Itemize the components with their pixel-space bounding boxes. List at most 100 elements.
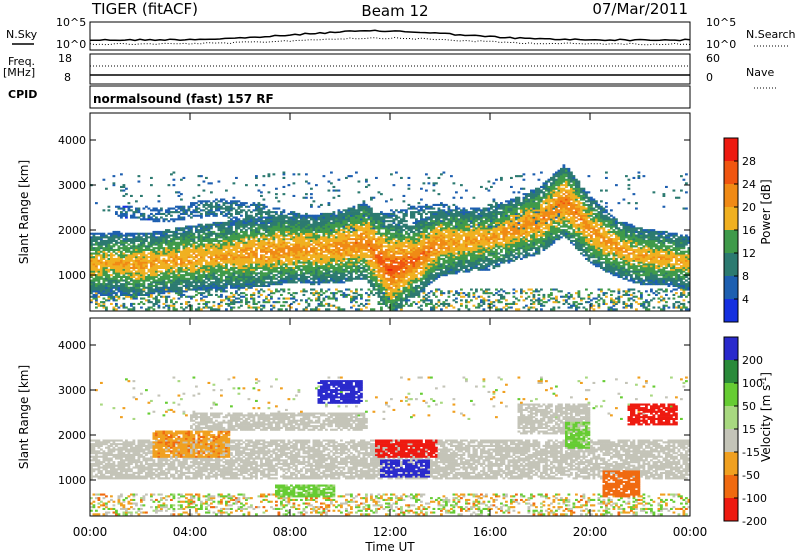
power-cell xyxy=(340,263,343,266)
power-cell xyxy=(302,247,306,250)
power-cell xyxy=(250,203,253,206)
power-cell xyxy=(232,252,236,255)
power-cell xyxy=(190,266,193,269)
power-cell xyxy=(312,252,316,255)
power-cell xyxy=(367,238,371,241)
power-cell xyxy=(335,238,338,241)
power-cell xyxy=(310,266,313,269)
power-cell xyxy=(140,248,143,251)
power-cell xyxy=(112,292,116,295)
power-cell xyxy=(375,214,378,217)
power-cell xyxy=(202,252,206,255)
power-cell xyxy=(307,252,311,255)
power-cell xyxy=(392,268,396,271)
power-cell xyxy=(360,212,363,215)
power-cell xyxy=(155,238,158,241)
power-cell xyxy=(335,243,338,246)
power-cell xyxy=(325,230,328,233)
power-cell xyxy=(355,295,358,298)
power-cell xyxy=(152,243,156,246)
power-cell xyxy=(330,297,333,300)
power-cell xyxy=(390,223,393,226)
power-cell xyxy=(282,254,286,257)
power-cell xyxy=(102,234,106,237)
power-cell xyxy=(195,281,198,284)
power-cell xyxy=(242,248,246,251)
power-cell xyxy=(315,261,318,264)
power-cell xyxy=(250,225,253,228)
power-cell xyxy=(270,304,273,307)
power-cell xyxy=(282,248,286,251)
power-cell xyxy=(275,257,278,260)
power-cell xyxy=(302,272,306,275)
power-cell xyxy=(237,284,241,287)
power-cell xyxy=(367,248,371,251)
power-cell xyxy=(135,292,138,295)
power-cell xyxy=(302,245,306,248)
power-cell xyxy=(272,214,276,217)
power-cell xyxy=(160,295,163,298)
power-cell xyxy=(165,250,168,253)
power-cell xyxy=(332,212,336,215)
power-cell xyxy=(247,270,251,273)
power-cell xyxy=(315,297,318,300)
power-cell xyxy=(310,205,313,208)
power-cell xyxy=(210,275,213,278)
power-cell xyxy=(202,200,206,203)
power-cell xyxy=(352,245,356,248)
power-cell xyxy=(290,259,293,262)
power-cell xyxy=(152,290,156,293)
power-cell xyxy=(220,198,223,201)
power-cell xyxy=(227,243,231,246)
power-cell xyxy=(277,272,281,275)
power-cell xyxy=(125,256,128,259)
power-cell xyxy=(347,261,351,264)
power-cell xyxy=(255,218,258,221)
power-cell xyxy=(312,288,316,291)
power-cell xyxy=(315,238,318,241)
power-cell xyxy=(152,265,156,268)
power-cell xyxy=(300,223,303,226)
power-cell xyxy=(300,243,303,246)
power-cell xyxy=(325,257,328,260)
power-cell xyxy=(367,259,371,262)
power-cell xyxy=(195,268,198,271)
power-cell xyxy=(102,256,106,259)
power-cell xyxy=(100,284,103,287)
power-cell xyxy=(317,227,321,230)
power-cell xyxy=(122,245,126,248)
power-cell xyxy=(375,270,378,273)
power-cell xyxy=(180,274,183,277)
power-cell xyxy=(295,247,298,250)
power-cell xyxy=(115,295,118,298)
power-cell xyxy=(165,265,168,268)
power-cell xyxy=(185,284,188,287)
power-cell xyxy=(157,232,161,235)
power-cell xyxy=(217,236,221,239)
power-cell xyxy=(92,286,96,289)
power-cell xyxy=(182,236,186,239)
power-cell xyxy=(212,272,216,275)
power-cell xyxy=(200,202,203,205)
power-cell xyxy=(177,288,181,291)
power-cell xyxy=(215,272,218,275)
power-cell xyxy=(227,216,231,219)
power-cell xyxy=(382,286,386,289)
power-cell xyxy=(267,263,271,266)
power-cell xyxy=(350,212,353,215)
power-cell xyxy=(245,297,248,300)
power-cell xyxy=(215,281,218,284)
power-cell xyxy=(382,261,386,264)
power-cell xyxy=(337,218,341,221)
power-cell xyxy=(327,266,331,269)
power-cell xyxy=(175,286,178,289)
power-cell xyxy=(137,247,141,250)
power-cell xyxy=(207,250,211,253)
power-cell xyxy=(202,270,206,273)
power-cell xyxy=(262,301,266,304)
power-cell xyxy=(130,205,133,208)
power-cell xyxy=(262,198,266,201)
power-cell xyxy=(367,184,371,187)
power-cell xyxy=(205,268,208,271)
power-cell xyxy=(390,279,393,282)
